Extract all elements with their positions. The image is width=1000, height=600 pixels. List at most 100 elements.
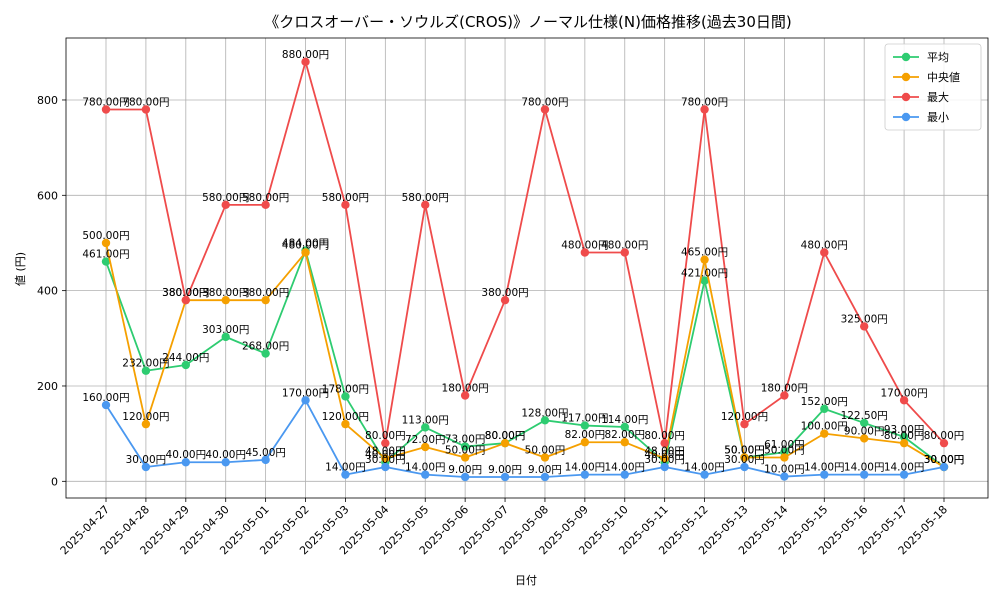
data-point [700, 276, 709, 285]
data-point [341, 470, 350, 479]
data-point [500, 295, 510, 305]
data-label: 80.00円 [485, 430, 526, 442]
data-point [820, 470, 829, 479]
data-label: 14.00円 [804, 462, 845, 474]
data-point [899, 438, 909, 448]
data-point [500, 472, 510, 482]
data-point [700, 255, 709, 264]
series-line [105, 249, 945, 468]
data-label: 580.00円 [322, 192, 369, 204]
data-point [460, 442, 470, 451]
data-label: 128.00円 [521, 407, 568, 419]
data-point [899, 396, 909, 405]
data-label: 61.00円 [764, 439, 805, 451]
series-4 [101, 396, 949, 482]
data-label: 580.00円 [242, 192, 289, 204]
data-point [261, 200, 270, 210]
data-point [181, 295, 191, 305]
series-line [105, 399, 945, 478]
data-label: 480.00円 [561, 240, 608, 252]
data-point [341, 419, 350, 429]
data-point [221, 332, 230, 342]
data-point [141, 462, 151, 472]
data-point [341, 200, 350, 210]
data-point [381, 454, 390, 463]
data-label: 82.00円 [604, 429, 645, 441]
data-point [500, 438, 510, 448]
data-point [421, 423, 430, 432]
data-label: 80.00円 [485, 430, 526, 442]
y-tick-label: 0 [51, 475, 58, 488]
data-point [141, 419, 151, 429]
data-label: 170.00円 [282, 387, 329, 399]
data-label: 73.00円 [445, 434, 486, 446]
data-label: 80.00円 [884, 430, 925, 442]
data-label: 580.00円 [202, 192, 249, 204]
data-label: 303.00円 [202, 324, 249, 336]
data-label: 421.00円 [681, 268, 728, 280]
data-label: 100.00円 [801, 421, 848, 433]
y-tick-label: 400 [37, 285, 58, 298]
data-point [381, 462, 390, 472]
data-point [460, 391, 470, 400]
data-label: 50.00円 [445, 444, 486, 456]
data-label: 30.00円 [924, 454, 965, 466]
legend-label: 最小 [927, 111, 949, 124]
data-point [540, 453, 550, 462]
data-point [181, 360, 191, 370]
data-point [660, 454, 669, 463]
data-label: 14.00円 [844, 462, 885, 474]
series-3 [101, 57, 949, 448]
data-point [421, 442, 430, 452]
data-label: 480.00円 [801, 240, 848, 252]
y-axis: 0 200 400 600 800 [37, 94, 66, 488]
data-point [101, 400, 111, 410]
data-label: 780.00円 [681, 97, 728, 109]
data-label: 268.00円 [242, 341, 289, 353]
legend-marker [901, 112, 911, 122]
y-axis-label: 値 (円) [14, 252, 27, 286]
data-point [740, 462, 749, 472]
data-label: 72.00円 [405, 434, 446, 446]
data-label: 152.00円 [801, 396, 848, 408]
y-tick-label: 800 [37, 94, 58, 107]
data-point [221, 200, 230, 210]
data-label: 114.00円 [601, 414, 648, 426]
data-label: 160.00円 [82, 392, 129, 404]
data-label: 465.00円 [681, 247, 728, 259]
y-tick-label: 600 [37, 189, 58, 202]
data-point [301, 248, 310, 257]
data-point [301, 57, 310, 67]
data-point [660, 438, 669, 448]
series-line [106, 60, 945, 445]
data-label: 484.00円 [282, 238, 329, 250]
data-label: 180.00円 [761, 383, 808, 395]
data-label: 480.00円 [282, 240, 329, 252]
data-label: 30.00円 [126, 454, 167, 466]
data-point [899, 470, 909, 479]
data-label: 178.00円 [322, 383, 369, 395]
data-label: 45.00円 [245, 447, 286, 459]
data-label: 10.00円 [764, 464, 805, 476]
data-point [540, 416, 550, 425]
data-point [580, 248, 590, 257]
legend-label: 最大 [927, 90, 949, 104]
data-point [301, 396, 310, 405]
data-point [859, 418, 869, 428]
data-label: 80.00円 [644, 430, 685, 442]
data-label: 461.00円 [82, 249, 129, 261]
data-label: 80.00円 [924, 430, 965, 442]
data-point [620, 248, 629, 257]
data-label: 170.00円 [880, 387, 927, 399]
data-point [421, 470, 430, 479]
data-label: 380.00円 [162, 287, 209, 299]
data-label: 9.00円 [528, 464, 562, 476]
data-point [700, 470, 709, 479]
data-label: 113.00円 [402, 414, 449, 426]
legend-marker [901, 52, 911, 62]
data-point [859, 322, 869, 331]
data-label: 40.00円 [205, 449, 246, 461]
data-label: 30.00円 [924, 454, 965, 466]
